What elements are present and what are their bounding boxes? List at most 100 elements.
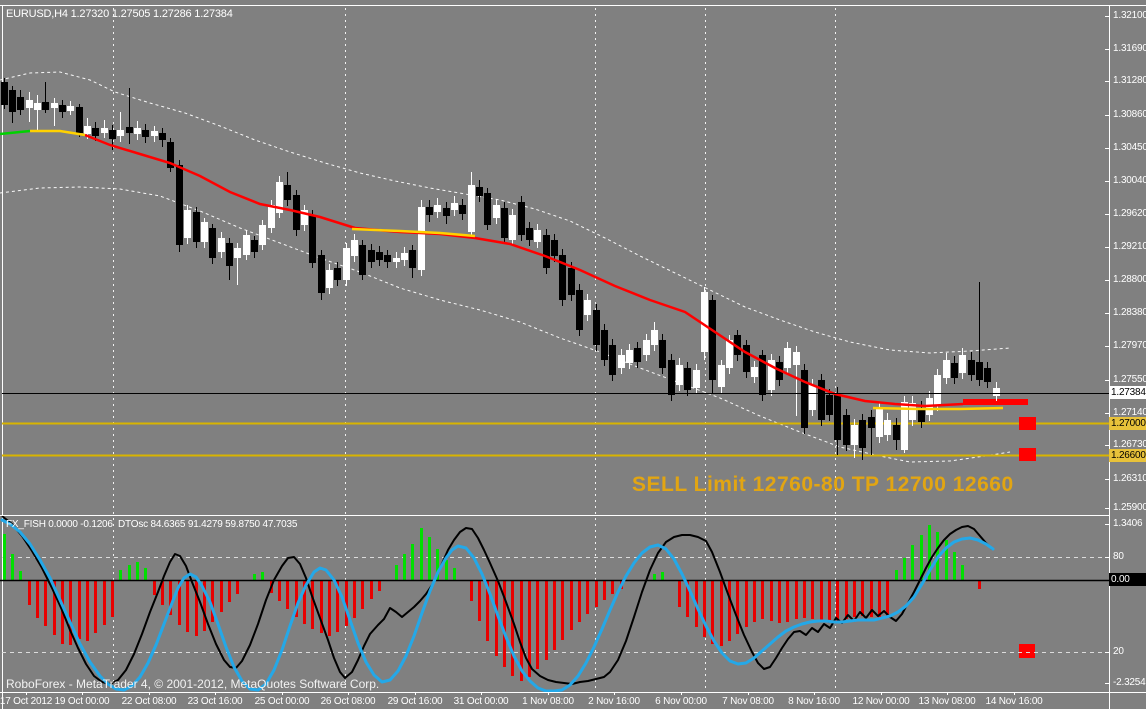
candle-body (701, 292, 708, 352)
candle-body (668, 360, 675, 395)
time-tick (681, 692, 682, 695)
time-tick-label: 7 Nov 08:00 (722, 696, 774, 707)
candle-body (218, 238, 225, 252)
chart-canvas[interactable] (0, 0, 1109, 692)
time-tick (614, 692, 615, 695)
fisher-histogram-bar (328, 581, 331, 636)
fisher-histogram-bar (420, 528, 423, 580)
window-left-border (2, 5, 3, 709)
candle-body (92, 128, 99, 136)
indicator-label-fxfish: FX_FISH 0.0000 -0.1206 (6, 519, 113, 530)
candle-body (901, 402, 908, 450)
candle-body (934, 375, 941, 405)
candle-body (209, 228, 216, 258)
fisher-histogram-bar (511, 581, 514, 676)
candle-body (801, 370, 808, 428)
candle-body (451, 203, 458, 210)
sell-limit-annotation[interactable]: SELL Limit 12760-80 TP 12700 12660 (632, 473, 1014, 496)
fisher-histogram-bar (261, 572, 264, 580)
candle-body (809, 385, 816, 410)
take-profit-box (1019, 448, 1036, 461)
time-tick-label: 13 Nov 08:00 (918, 696, 976, 707)
fisher-histogram-bar (445, 560, 448, 580)
fisher-histogram-bar (78, 581, 81, 639)
time-tick-label: 19 Oct 00:00 (54, 696, 110, 707)
price-axis[interactable]: 1.32100 1.31690 1.31280 1.30860 1.30450 1.300… (1104, 0, 1146, 692)
price-tick-label: 1.29620 (1113, 208, 1146, 219)
candle-body (259, 225, 266, 245)
candle-body (301, 210, 308, 225)
fisher-histogram-bar (119, 570, 122, 580)
fisher-histogram-bar (53, 581, 56, 635)
price-tick-label: 1.30040 (1113, 175, 1146, 186)
price-tick-label: 1.31280 (1113, 75, 1146, 86)
indicator-separator[interactable] (0, 515, 1109, 516)
time-tick (814, 692, 815, 695)
fisher-histogram-bar (36, 581, 39, 618)
fisher-histogram-bar (911, 545, 914, 580)
indicator-label-dtosc: DTOsc 84.6365 91.4279 59.8750 47.7035 (118, 519, 298, 530)
candle-body (126, 127, 133, 133)
fisher-histogram-bar (520, 581, 523, 681)
candle-body (167, 142, 174, 168)
candle-body (534, 230, 541, 242)
fisher-histogram-bar (186, 581, 189, 632)
candle-body (318, 255, 325, 293)
candle-body (151, 131, 158, 136)
time-tick-label: 12 Nov 00:00 (852, 696, 910, 707)
candle-body (401, 253, 408, 260)
time-tick (548, 692, 549, 695)
candle-body (42, 102, 49, 110)
fisher-histogram-bar (403, 554, 406, 580)
oscillator-tick-label: 20 (1113, 646, 1124, 657)
fisher-histogram-bar (770, 581, 773, 621)
candle-body (418, 207, 425, 270)
time-axis[interactable]: 17 Oct 2012 19 Oct 00:00 22 Oct 08:00 23 Oc… (0, 692, 1146, 709)
candle-body (609, 345, 616, 375)
take-profit-box (1019, 417, 1036, 430)
candle-body (959, 355, 966, 373)
time-tick-label: 8 Nov 16:00 (788, 696, 840, 707)
time-tick (481, 692, 482, 695)
oscillator-tick (1105, 652, 1109, 653)
fisher-histogram-bar (928, 525, 931, 580)
fisher-histogram-bar (870, 581, 873, 617)
candle-body (409, 250, 416, 268)
candle-body (743, 345, 750, 372)
candle-body (134, 128, 141, 134)
candle-body (493, 205, 500, 218)
price-tick (1105, 16, 1109, 17)
price-tick-label: 1.31690 (1113, 43, 1146, 54)
candle-body (851, 425, 858, 445)
fisher-histogram-bar (853, 581, 856, 617)
candle-body (84, 126, 91, 134)
fisher-histogram-bar (11, 554, 14, 580)
price-tick (1105, 413, 1109, 414)
candle-body (426, 207, 433, 215)
fisher-histogram-bar (553, 581, 556, 650)
candle-body (593, 310, 600, 345)
candle-body (109, 130, 116, 139)
fisher-histogram-bar (561, 581, 564, 640)
candle-body (876, 408, 883, 437)
fisher-histogram-bar (378, 581, 381, 591)
candle-body (376, 252, 383, 260)
candle-body (243, 235, 250, 255)
time-tick (282, 692, 283, 695)
candle-body (843, 415, 850, 445)
oscillator-tick (1105, 557, 1109, 558)
candle-body (984, 368, 991, 382)
candle-body (909, 403, 916, 420)
current-price-marker: 1.27384 (1109, 386, 1146, 399)
candle-body (651, 330, 658, 345)
candle-body (509, 215, 516, 240)
candle-body (101, 128, 108, 133)
fisher-histogram-bar (978, 581, 981, 589)
time-tick (215, 692, 216, 695)
fisher-histogram-bar (586, 581, 589, 614)
candle-body (709, 300, 716, 380)
fisher-histogram-bar (795, 581, 798, 619)
price-tick-label: 1.27550 (1113, 374, 1146, 385)
candle-body (184, 210, 191, 238)
